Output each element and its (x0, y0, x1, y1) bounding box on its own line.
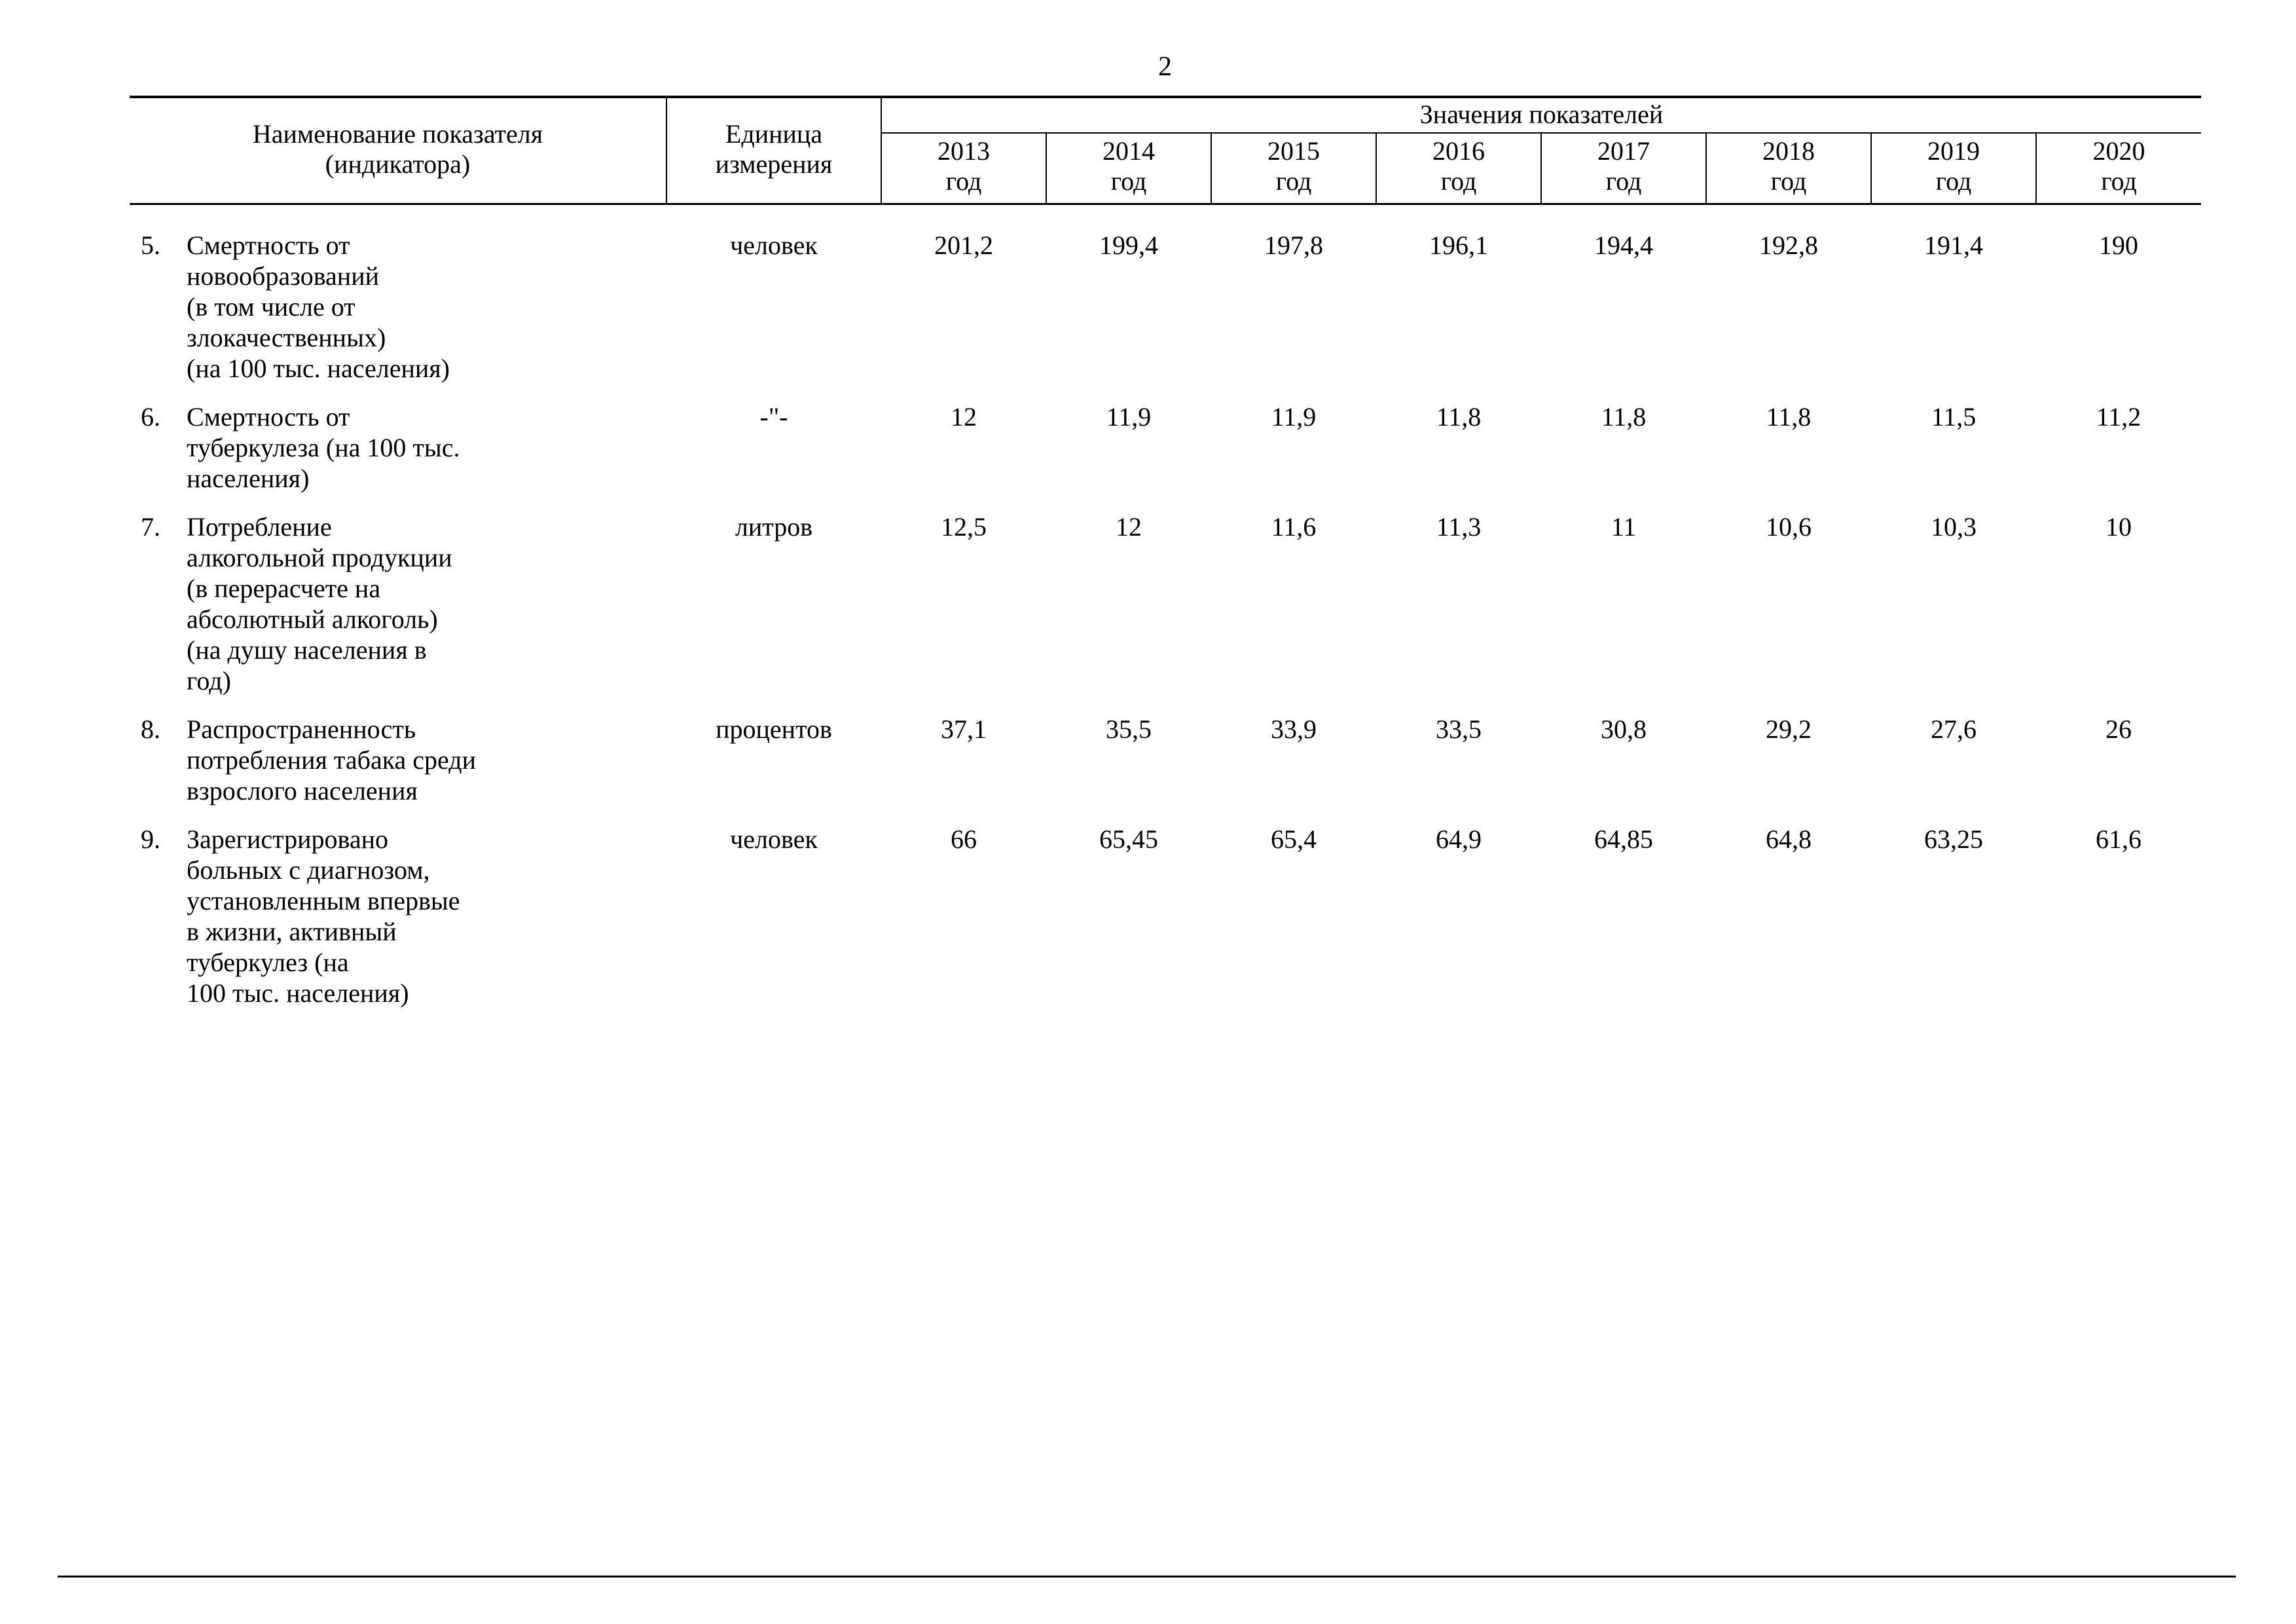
header-year-2014: 2014 год (1046, 133, 1211, 205)
value-cell: 26 (2105, 714, 2132, 744)
value-cell: 192,8 (1759, 231, 1818, 260)
value-cell: 65,45 (1099, 824, 1158, 854)
header-year-2018: 2018 год (1705, 133, 1871, 205)
year-label: 2018 год (1762, 136, 1815, 196)
value-cell: 37,1 (941, 714, 987, 744)
header-indicator-name: Наименование показателя (индикатора) (130, 97, 667, 205)
indicator-name-cell: 7. Потребление алкогольной продукции (в … (130, 494, 666, 697)
unit-cell: человек (730, 231, 818, 260)
value-cell: 30,8 (1601, 714, 1647, 744)
table-row: 7. Потребление алкогольной продукции (в … (130, 494, 2201, 697)
row-number: 8. (141, 714, 160, 744)
table-row: 5. Смертность от новообразований (в том … (130, 204, 2201, 385)
indicator-name-cell: 6. Смертность от туберкулеза (на 100 тыс… (130, 384, 666, 494)
bottom-page-rule (58, 1576, 2236, 1578)
year-label: 2013 год (938, 136, 990, 196)
value-cell: 11,9 (1106, 402, 1152, 432)
value-cell: 63,25 (1924, 824, 1983, 854)
value-cell: 11,8 (1601, 402, 1647, 432)
value-cell: 190 (2099, 231, 2139, 260)
table-body: 5. Смертность от новообразований (в том … (130, 204, 2201, 1010)
value-cell: 29,2 (1766, 714, 1812, 744)
value-cell: 12 (1116, 512, 1142, 542)
value-cell: 197,8 (1264, 231, 1323, 260)
value-cell: 191,4 (1924, 231, 1983, 260)
header-year-2019: 2019 год (1870, 133, 2036, 205)
value-cell: 65,4 (1271, 824, 1317, 854)
year-label: 2020 год (2092, 136, 2145, 196)
value-cell: 11 (1611, 512, 1637, 542)
year-header-row: 2013 год 2014 год 2015 год 2016 год 2017… (130, 133, 2202, 205)
value-cell: 10,3 (1931, 512, 1977, 542)
value-cell: 194,4 (1594, 231, 1653, 260)
header-year-2016: 2016 год (1376, 133, 1541, 205)
unit-cell: процентов (716, 714, 832, 744)
unit-cell: литров (735, 512, 813, 542)
value-cell: 64,8 (1766, 824, 1812, 854)
header-values-group: Значения показателей (881, 97, 2202, 134)
indicator-name: Смертность от туберкулеза (на 100 тыс. н… (187, 402, 460, 493)
value-cell: 10 (2105, 512, 2132, 542)
value-cell: 33,9 (1271, 714, 1317, 744)
indicator-name: Зарегистрировано больных с диагнозом, ус… (187, 824, 460, 1008)
row-number: 6. (141, 402, 160, 432)
value-cell: 11,8 (1766, 402, 1812, 432)
year-label: 2015 год (1267, 136, 1320, 196)
header-year-2013: 2013 год (881, 133, 1046, 205)
indicator-name-cell: 5. Смертность от новообразований (в том … (130, 204, 666, 385)
row-number: 5. (141, 231, 160, 260)
indicator-name: Потребление алкогольной продукции (в пер… (187, 512, 452, 695)
value-cell: 199,4 (1099, 231, 1158, 260)
value-cell: 27,6 (1931, 714, 1977, 744)
indicator-name: Смертность от новообразований (в том чис… (187, 231, 450, 383)
value-cell: 33,5 (1436, 714, 1482, 744)
value-cell: 196,1 (1429, 231, 1488, 260)
unit-cell: человек (730, 824, 818, 854)
header-year-2020: 2020 год (2035, 133, 2202, 205)
value-cell: 11,8 (1436, 402, 1482, 432)
unit-cell: -"- (759, 402, 788, 432)
table-header: Наименование показателя (индикатора) Еди… (130, 97, 2202, 205)
value-cell: 11,9 (1271, 402, 1317, 432)
value-cell: 201,2 (934, 231, 993, 260)
row-number: 9. (141, 824, 160, 854)
table-row: 9. Зарегистрировано больных с диагнозом,… (130, 807, 2201, 1009)
indicator-name-cell: 9. Зарегистрировано больных с диагнозом,… (130, 807, 666, 1009)
year-label: 2017 год (1597, 136, 1650, 196)
table-row: 8. Распространенность потребления табака… (130, 697, 2201, 807)
value-cell: 11,2 (2096, 402, 2141, 432)
value-cell: 12 (951, 402, 977, 432)
year-label: 2016 год (1432, 136, 1485, 196)
indicator-name: Распространенность потребления табака ср… (187, 714, 477, 805)
header-year-2017: 2017 год (1540, 133, 1706, 205)
header-year-2015: 2015 год (1211, 133, 1376, 205)
header-unit-label: Единица измерения (715, 119, 833, 179)
value-cell: 64,9 (1436, 824, 1482, 854)
year-label: 2019 год (1927, 136, 1980, 196)
value-cell: 35,5 (1106, 714, 1152, 744)
value-cell: 66 (951, 824, 977, 854)
indicators-table: Наименование показателя (индикатора) Еди… (130, 96, 2202, 1010)
value-cell: 10,6 (1766, 512, 1812, 542)
value-cell: 11,3 (1436, 512, 1482, 542)
value-cell: 64,85 (1594, 824, 1653, 854)
indicator-name-cell: 8. Распространенность потребления табака… (130, 697, 666, 807)
value-cell: 12,5 (941, 512, 987, 542)
value-cell: 11,6 (1271, 512, 1317, 542)
row-number: 7. (141, 512, 160, 542)
header-unit: Единица измерения (666, 97, 882, 205)
table-row: 6. Смертность от туберкулеза (на 100 тыс… (130, 384, 2201, 494)
value-cell: 61,6 (2096, 824, 2142, 854)
year-label: 2014 год (1102, 136, 1155, 196)
value-cell: 11,5 (1931, 402, 1977, 432)
page-number: 2 (1158, 52, 1173, 82)
header-indicator-name-label: Наименование показателя (индикатора) (252, 119, 543, 179)
